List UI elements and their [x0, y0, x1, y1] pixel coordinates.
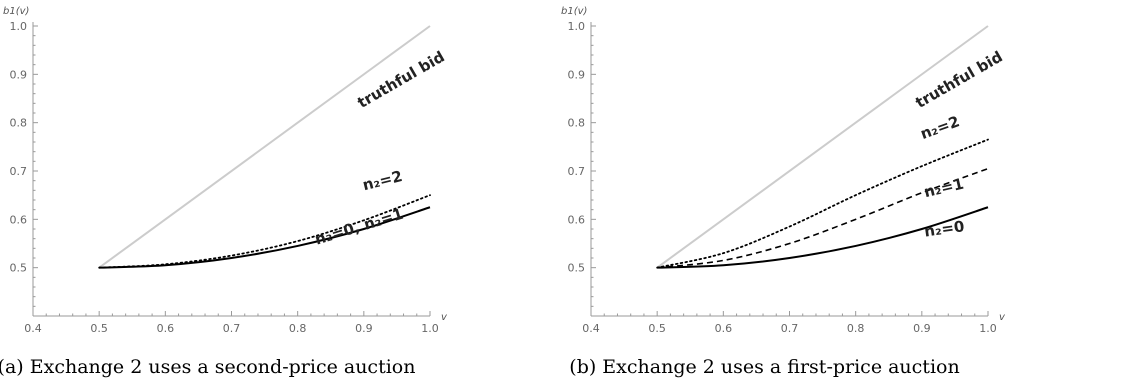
series-line: [657, 206, 989, 269]
x-tick-label: 0.9: [913, 322, 931, 335]
y-tick-label: 0.7: [10, 165, 28, 178]
series-line: [656, 25, 989, 269]
y-tick-label: 0.8: [10, 117, 28, 130]
x-tick-label: 0.7: [781, 322, 799, 335]
panel-a: 0.4 0.5 0.6 0.7 0.8 0.9 1.00.50.60.70.80.91.0v…: [0, 6, 448, 378]
x-axis-label: v: [441, 312, 448, 323]
x-tick-label: 0.5: [90, 322, 108, 335]
y-tick-label: 0.9: [568, 68, 586, 81]
curve-label: truthful bid: [354, 48, 447, 112]
y-tick-label: 0.5: [568, 262, 586, 275]
series-line: [99, 206, 431, 269]
curve-label: truthful bid: [912, 48, 1005, 112]
x-tick-label: 0.6: [157, 322, 175, 335]
x-tick-label: 0.8: [289, 322, 307, 335]
y-tick-label: 0.8: [568, 117, 586, 130]
y-axis-label: b1(v): [561, 6, 587, 17]
series-line: [98, 194, 431, 269]
curve-label: n₂=0: [923, 217, 965, 240]
y-tick-label: 0.5: [10, 262, 28, 275]
series-line: [656, 138, 989, 269]
x-axis-label: v: [999, 312, 1006, 323]
curve-label: n₂=2: [918, 112, 962, 143]
y-tick-label: 0.6: [568, 213, 586, 226]
x-tick-label: 1.0: [979, 322, 997, 335]
x-tick-label: 0.4: [24, 322, 42, 335]
x-tick-label: 0.5: [648, 322, 666, 335]
x-tick-label: 0.9: [355, 322, 373, 335]
curve-label: n₂=1: [922, 175, 965, 202]
panel-b: 0.4 0.5 0.6 0.7 0.8 0.9 1.00.50.60.70.80.91.0v…: [561, 6, 1006, 378]
x-tick-label: 0.4: [582, 322, 600, 335]
series-line: [657, 167, 989, 269]
x-tick-label: 1.0: [421, 322, 439, 335]
y-tick-label: 1.0: [568, 20, 586, 33]
panel-caption: (b) Exchange 2 uses a first-price auctio…: [569, 356, 959, 378]
curve-label: n₂=2: [361, 167, 404, 194]
curve-label: n₂=0, n₂=1: [313, 205, 406, 249]
panel-caption: (a) Exchange 2 uses a second-price aucti…: [0, 356, 415, 378]
y-tick-label: 0.9: [10, 68, 28, 81]
series-line: [98, 25, 431, 269]
y-axis-label: b1(v): [3, 6, 29, 17]
x-tick-label: 0.6: [715, 322, 733, 335]
y-tick-label: 0.7: [568, 165, 586, 178]
x-tick-label: 0.8: [847, 322, 865, 335]
x-tick-label: 0.7: [223, 322, 241, 335]
y-tick-label: 0.6: [10, 213, 28, 226]
y-tick-label: 1.0: [10, 20, 28, 33]
